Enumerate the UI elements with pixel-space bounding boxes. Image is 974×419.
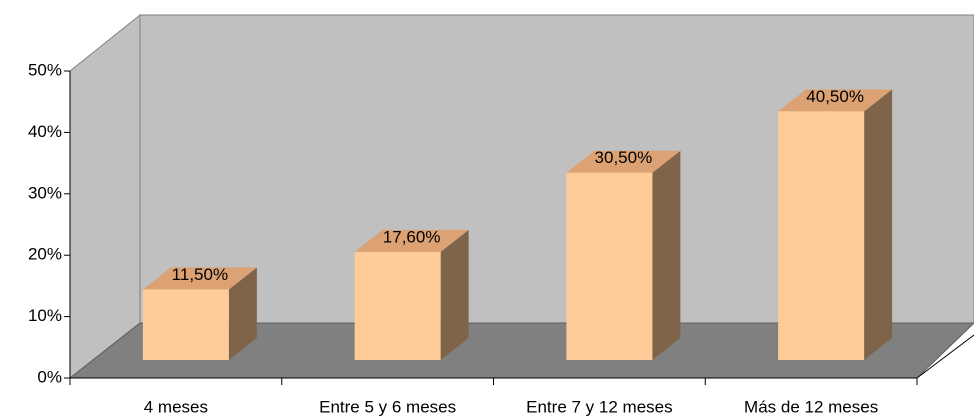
x-tick-label: Más de 12 meses <box>744 397 878 416</box>
x-tick-label: Entre 7 y 12 meses <box>526 397 672 416</box>
bar-top <box>354 229 469 252</box>
bar <box>778 111 865 360</box>
floor-edge <box>916 334 974 379</box>
side-wall <box>69 13 141 380</box>
x-tick-label: 4 meses <box>144 397 208 416</box>
y-tick-label: 40% <box>28 122 62 141</box>
y-tick-label: 20% <box>28 245 62 264</box>
value-label: 11,50% <box>172 265 228 284</box>
bar-top <box>566 150 681 173</box>
y-tick-label: 0% <box>37 367 62 386</box>
bar-side <box>864 89 893 360</box>
y-tick-label: 50% <box>28 60 62 79</box>
value-label: 40,50% <box>806 87 864 106</box>
bar-side <box>228 267 257 360</box>
value-label: 30,50% <box>595 148 653 167</box>
bar-side <box>440 229 469 360</box>
bar-top <box>778 89 893 112</box>
bar <box>142 289 229 360</box>
bar <box>566 172 653 360</box>
value-label: 17,60% <box>383 227 441 246</box>
bar <box>354 251 441 360</box>
x-tick-label: Entre 5 y 6 meses <box>319 397 456 416</box>
y-tick-label: 10% <box>28 306 62 325</box>
bar-top <box>142 267 257 290</box>
y-tick-label: 30% <box>28 183 62 202</box>
bar-side <box>652 150 681 360</box>
